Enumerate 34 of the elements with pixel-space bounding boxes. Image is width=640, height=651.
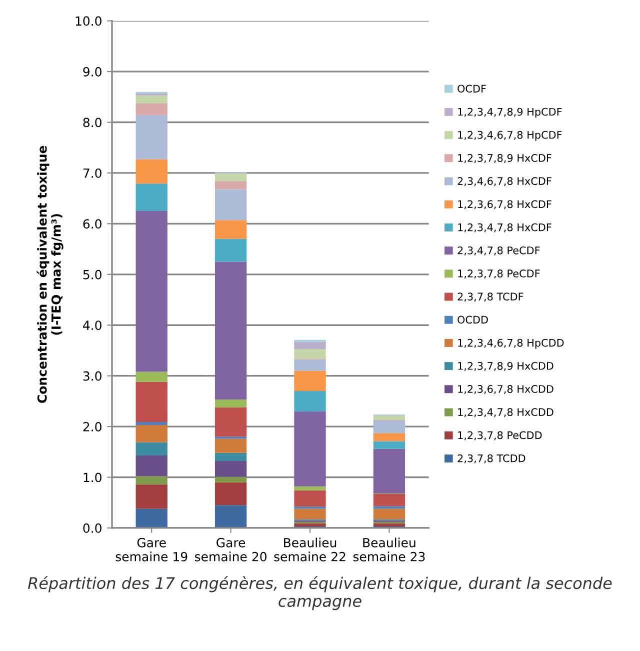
y-tick-label: 3.0: [83, 371, 102, 381]
legend-label: 2,3,7,8 TCDF: [458, 292, 524, 302]
y-tick-label: 7.0: [83, 168, 102, 178]
legend-label: 1,2,3,4,6,7,8 HpCDD: [458, 338, 564, 349]
legend-label: 1,2,3,4,7,8 HxCDD: [458, 408, 554, 418]
legend-label: 1,2,3,7,8 PeCDD: [458, 431, 542, 440]
x-tick-label: Gare semaine 19: [116, 538, 188, 562]
legend-label: 2,3,7,8 TCDD: [458, 454, 526, 464]
legend-label: 1,2,3,4,7,8 HxCDF: [458, 223, 552, 232]
legend-label: 1,2,3,4,7,8,9 HpCDF: [458, 108, 562, 118]
x-tick-label: Gare semaine 20: [194, 538, 266, 562]
y-tick-label: 4.0: [83, 320, 102, 330]
y-tick-label: 5.0: [83, 270, 102, 280]
y-tick-label: 6.0: [83, 219, 102, 229]
legend-label: OCDD: [458, 316, 488, 324]
x-tick-label: Beaulieu semaine 22: [274, 538, 346, 562]
legend-label: 2,3,4,6,7,8 HxCDF: [458, 177, 552, 186]
legend-label: 1,2,3,6,7,8 HxCDF: [458, 200, 552, 210]
legend-label: 1,2,3,4,6,7,8 HpCDF: [458, 130, 562, 141]
legend-label: 1,2,3,7,8,9 HxCDF: [458, 154, 552, 163]
y-tick-label: 9.0: [83, 67, 102, 76]
legend-label: 2,3,4,7,8 PeCDF: [458, 246, 540, 256]
legend-label: OCDF: [458, 84, 486, 93]
legend-label: 1,2,3,6,7,8 HxCDD: [458, 385, 554, 394]
legend-label: 1,2,3,7,8 PeCDF: [458, 270, 540, 278]
y-tick-label: 10.0: [76, 16, 102, 26]
y-tick-label: 2.0: [83, 422, 102, 432]
x-tick-label: Beaulieu semaine 23: [353, 538, 425, 562]
y-tick-label: 0.0: [83, 523, 102, 533]
legend-label: 1,2,3,7,8,9 HxCDD: [458, 362, 554, 371]
y-tick-label: 8.0: [83, 118, 102, 128]
text: Répartition des 17 congénères, en équivalent toxique, durant la seconde campagne: [28, 576, 612, 610]
y-tick-label: 1.0: [84, 472, 102, 482]
y-axis-title: Concentration en équivalent toxique (I-TEQ max fg/m³): [36, 146, 64, 403]
